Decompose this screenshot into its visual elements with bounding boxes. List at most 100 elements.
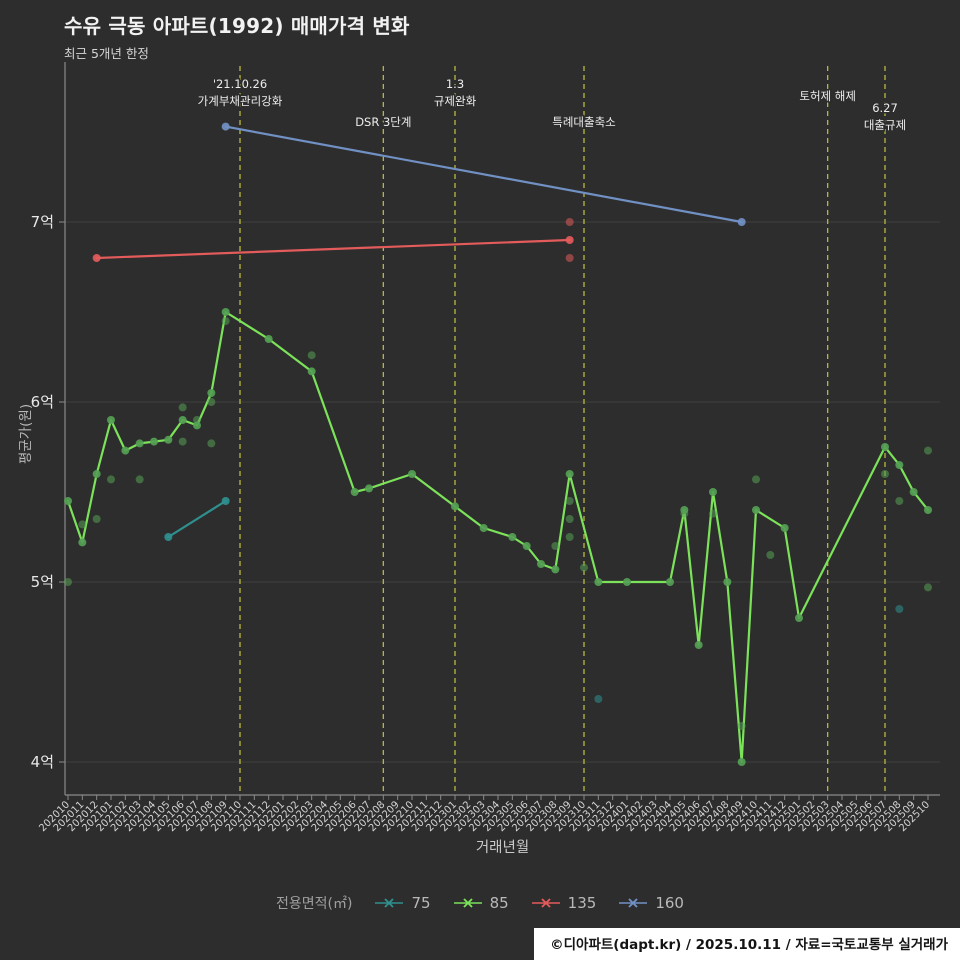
scatter-point-85 (92, 515, 101, 523)
series-point-85 (737, 758, 746, 766)
scatter-point-85 (752, 475, 760, 484)
x-axis-label: 거래년월 (475, 840, 530, 856)
scatter-point-85 (565, 497, 574, 505)
scatter-point-85 (107, 475, 115, 484)
scatter-point-85 (193, 416, 201, 424)
series-point-160 (221, 122, 230, 131)
series-point-85 (135, 439, 144, 448)
scatter-point-85 (924, 583, 932, 592)
series-point-85 (78, 538, 87, 547)
series-point-75 (221, 497, 230, 505)
scatter-point-85 (178, 403, 187, 412)
event-annotation: 대출규제 (864, 118, 906, 132)
scatter-point-85 (78, 520, 87, 529)
series-point-85 (666, 578, 674, 586)
series-line-85 (66, 310, 930, 764)
series-point-85 (150, 437, 158, 446)
y-tick-label: 7억 (31, 213, 54, 231)
legend-items: 75 85 135 160 (374, 894, 684, 912)
scatter-point-85 (307, 351, 316, 360)
y-tick-label: 5억 (31, 573, 54, 591)
series-point-85 (780, 524, 789, 532)
scatter-point-85 (766, 551, 775, 559)
series-point-85 (479, 524, 488, 532)
scatter-point-85 (680, 509, 689, 518)
scatter-point-85 (64, 578, 72, 586)
legend-x-marker-icon (531, 898, 560, 908)
series-point-85 (164, 435, 173, 444)
series-point-85 (895, 461, 904, 469)
scatter-point-85 (178, 437, 187, 446)
legend-item-label: 75 (411, 894, 431, 912)
scatter-point-85 (565, 515, 574, 523)
y-tick-label: 4억 (31, 753, 54, 771)
legend-x-marker-icon (453, 898, 482, 908)
scatter-point-85 (221, 317, 230, 325)
legend-item-label: 135 (567, 894, 597, 912)
legend-title: 전용면적(㎡) (276, 896, 353, 912)
series-point-85 (221, 308, 230, 316)
scatter-point-85 (709, 509, 717, 518)
series-point-85 (64, 497, 72, 505)
series-point-85 (121, 446, 130, 455)
legend-item-label: 160 (655, 894, 684, 912)
legend-item-label: 85 (489, 894, 509, 912)
series-point-85 (594, 578, 603, 586)
series-point-85 (723, 578, 732, 586)
scatter-point-85 (207, 439, 216, 448)
scatter-point-135 (565, 218, 574, 226)
scatter-point-85 (737, 722, 746, 730)
legend-x-marker-icon (375, 898, 404, 908)
series-point-85 (565, 470, 574, 478)
series-point-85 (107, 416, 115, 424)
series-line-160 (224, 125, 743, 224)
y-axis-label: 평균가(원) (18, 403, 34, 465)
event-annotation: 1.3 (446, 77, 464, 91)
series-point-85 (92, 470, 101, 478)
event-annotation: 6.27 (872, 101, 898, 115)
scatter-point-85 (565, 533, 574, 541)
series-point-85 (451, 502, 459, 511)
series-point-85 (350, 488, 359, 496)
scatter-point-85 (551, 542, 560, 550)
series-point-85 (307, 367, 316, 376)
series-point-85 (207, 389, 216, 397)
series-point-85 (924, 506, 932, 514)
scatter-point-135 (565, 254, 574, 262)
series-point-85 (178, 416, 187, 424)
event-annotation: 특례대출축소 (552, 115, 615, 129)
scatter-point-85 (135, 475, 144, 484)
series-point-85 (551, 565, 560, 574)
series-point-85 (264, 335, 273, 343)
event-annotation: 규제완화 (434, 94, 477, 108)
scatter-point-75 (895, 605, 904, 613)
chart-title: 수유 극동 아파트(1992) 매매가격 변화 (64, 14, 410, 38)
series-point-160 (737, 218, 746, 226)
event-annotation: 토허제 해제 (799, 89, 856, 103)
series-point-85 (752, 506, 760, 514)
series-line-135 (95, 238, 571, 260)
series-point-85 (709, 488, 717, 496)
scatter-point-85 (580, 563, 588, 572)
legend-item-75: 75 (374, 894, 431, 912)
series-point-135 (92, 254, 101, 262)
series-point-85 (365, 484, 373, 493)
scatter-point-85 (924, 446, 932, 455)
legend-item-85: 85 (453, 894, 509, 912)
series-point-85 (881, 443, 889, 451)
series-point-85 (623, 578, 631, 586)
scatter-point-85 (895, 497, 904, 505)
scatter-point-75 (594, 695, 603, 703)
series-point-85 (909, 488, 918, 496)
series-line-75 (167, 499, 227, 539)
series-point-85 (694, 641, 703, 649)
source-credit: ©디아파트(dapt.kr) / 2025.10.11 / 자료=국토교통부 실… (534, 928, 960, 960)
series-point-85 (408, 470, 416, 478)
scatter-point-85 (207, 398, 216, 406)
series-point-85 (537, 560, 545, 568)
series-point-85 (508, 533, 517, 541)
y-tick-label: 6억 (31, 393, 54, 411)
event-annotation: 가계부채관리강화 (198, 94, 283, 108)
series-point-135 (565, 236, 574, 244)
